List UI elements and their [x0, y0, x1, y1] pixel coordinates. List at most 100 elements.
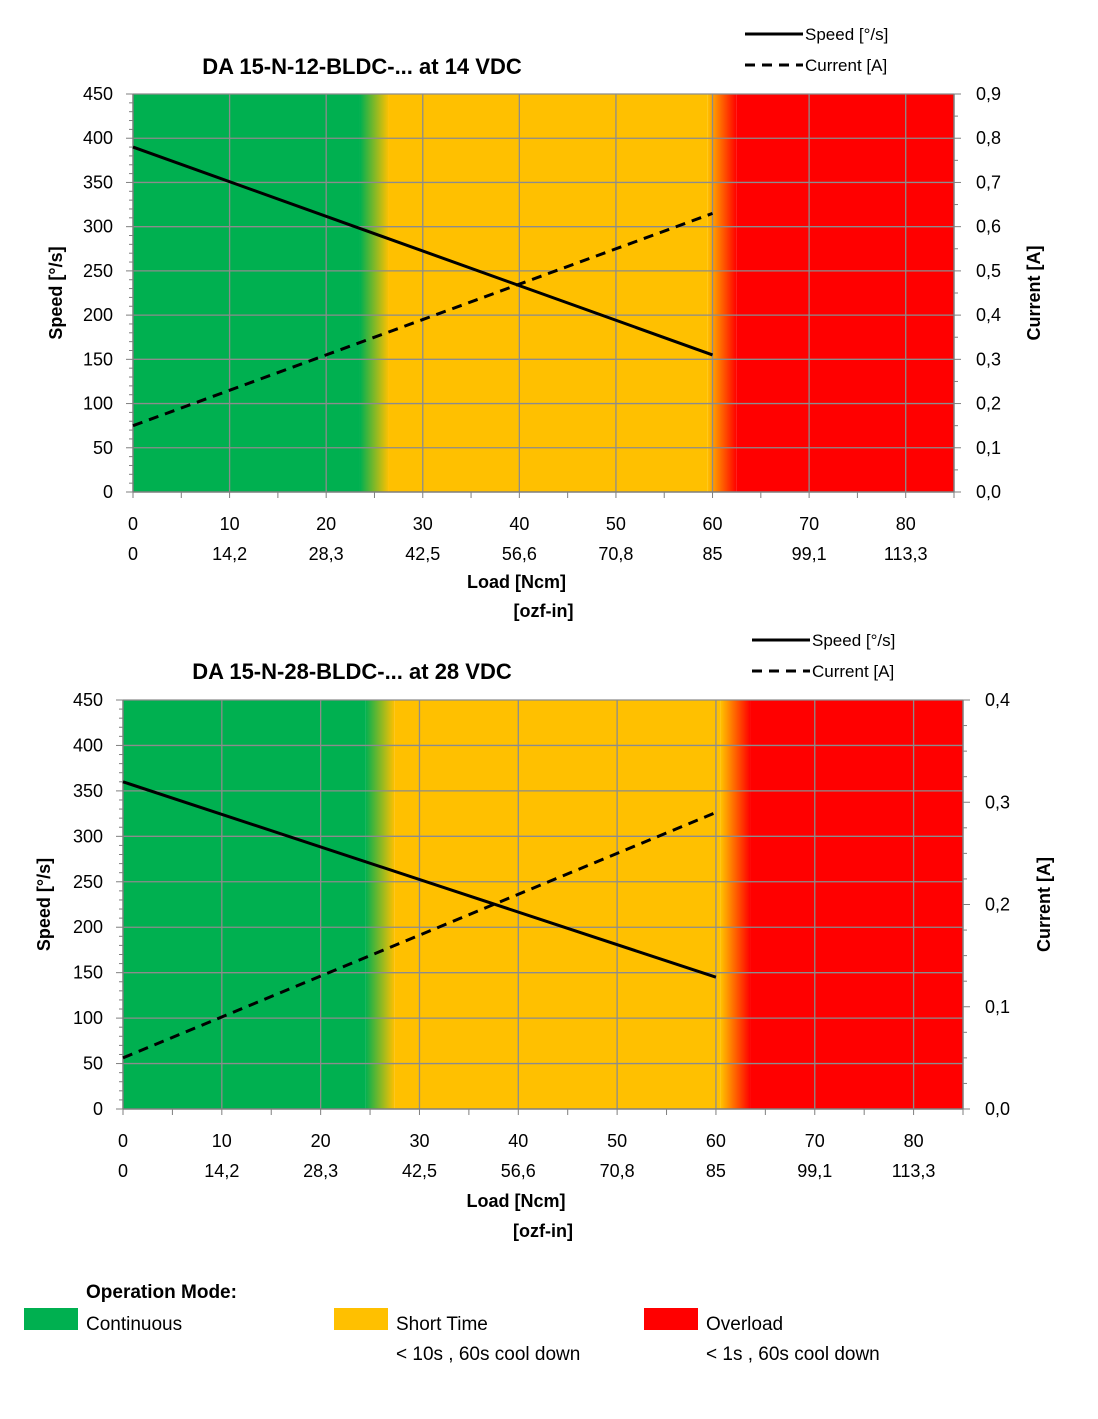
y-tick-label: 50	[93, 438, 113, 458]
legend-current-label: Current [A]	[805, 56, 887, 75]
chart-title: DA 15-N-12-BLDC-... at 14 VDC	[202, 54, 522, 79]
x-tick-label: 40	[508, 1131, 528, 1151]
y2-tick-label: 0,7	[976, 172, 1001, 192]
x-tick-label: 80	[904, 1131, 924, 1151]
zone-transition	[720, 700, 751, 1109]
overload-detail: < 1s , 60s cool down	[706, 1344, 880, 1365]
x2-tick-label: 0	[128, 544, 138, 564]
x2-axis-label: [ozf-in]	[513, 1221, 573, 1241]
x2-tick-label: 70,8	[598, 544, 633, 564]
x2-tick-label: 14,2	[212, 544, 247, 564]
zone-overload	[750, 700, 963, 1109]
y-axis-label: Speed [°/s]	[46, 246, 66, 339]
y2-tick-label: 0,5	[976, 261, 1001, 281]
x-tick-label: 20	[311, 1131, 331, 1151]
x-tick-label: 20	[316, 514, 336, 534]
x-tick-label: 70	[799, 514, 819, 534]
zone-short-time	[394, 700, 721, 1109]
x2-tick-label: 99,1	[792, 544, 827, 564]
y-tick-label: 450	[83, 84, 113, 104]
x-tick-label: 0	[128, 514, 138, 534]
y-tick-label: 0	[93, 1099, 103, 1119]
x-tick-label: 10	[220, 514, 240, 534]
x2-tick-label: 0	[118, 1161, 128, 1181]
x2-tick-label: 99,1	[797, 1161, 832, 1181]
x2-tick-label: 42,5	[405, 544, 440, 564]
y2-tick-label: 0,0	[985, 1099, 1010, 1119]
y-tick-label: 300	[73, 826, 103, 846]
y-tick-label: 100	[83, 394, 113, 414]
x-tick-label: 70	[805, 1131, 825, 1151]
charts-canvas: 0501001502002503003504004500,00,10,20,30…	[34, 25, 1054, 1241]
y2-axis-label: Current [A]	[1024, 246, 1044, 341]
y2-tick-label: 0,8	[976, 128, 1001, 148]
y-tick-label: 300	[83, 217, 113, 237]
x2-tick-label: 113,3	[884, 544, 928, 564]
y-tick-label: 200	[73, 917, 103, 937]
x2-tick-label: 28,3	[303, 1161, 338, 1181]
overload-swatch	[644, 1308, 698, 1330]
overload-label: Overload	[706, 1314, 784, 1335]
zone-continuous	[123, 700, 366, 1109]
y2-tick-label: 0,0	[976, 482, 1001, 502]
y-tick-label: 250	[83, 261, 113, 281]
x2-tick-label: 56,6	[501, 1161, 536, 1181]
y-tick-label: 200	[83, 305, 113, 325]
x2-tick-label: 85	[706, 1161, 726, 1181]
speed-line	[122, 780, 717, 979]
x-axis-label: Load [Ncm]	[467, 572, 566, 592]
zone-short-time	[388, 94, 708, 492]
y2-tick-label: 0,2	[985, 895, 1010, 915]
y-tick-label: 100	[73, 1008, 103, 1028]
x-tick-label: 10	[212, 1131, 232, 1151]
y2-tick-label: 0,1	[976, 438, 1001, 458]
short-time-detail: < 10s , 60s cool down	[396, 1344, 581, 1365]
x2-tick-label: 70,8	[600, 1161, 635, 1181]
x-tick-label: 50	[607, 1131, 627, 1151]
y-tick-label: 150	[73, 963, 103, 983]
x-tick-label: 80	[896, 514, 916, 534]
y-axis-label: Speed [°/s]	[34, 858, 54, 951]
short-time-label: Short Time	[396, 1314, 488, 1335]
x-tick-label: 60	[703, 514, 723, 534]
x2-axis-label: [ozf-in]	[514, 601, 574, 621]
y-tick-label: 0	[103, 482, 113, 502]
continuous-label: Continuous	[86, 1314, 183, 1335]
y2-tick-label: 0,3	[985, 792, 1010, 812]
chart-title: DA 15-N-28-BLDC-... at 28 VDC	[192, 659, 512, 684]
y-tick-label: 50	[83, 1054, 103, 1074]
current-line	[132, 211, 714, 428]
speed-line	[132, 145, 714, 357]
y-tick-label: 400	[83, 128, 113, 148]
y2-tick-label: 0,4	[976, 305, 1001, 325]
y2-tick-label: 0,6	[976, 217, 1001, 237]
legend-current-label: Current [A]	[812, 662, 894, 681]
y2-tick-label: 0,3	[976, 349, 1001, 369]
y-tick-label: 400	[73, 735, 103, 755]
legend-speed-label: Speed [°/s]	[812, 631, 895, 650]
x-tick-label: 50	[606, 514, 626, 534]
y2-tick-label: 0,1	[985, 997, 1010, 1017]
y-tick-label: 350	[83, 172, 113, 192]
x2-tick-label: 28,3	[309, 544, 344, 564]
zone-transition	[359, 94, 389, 492]
x2-tick-label: 85	[703, 544, 723, 564]
legend-speed-label: Speed [°/s]	[805, 25, 888, 44]
x-tick-label: 30	[409, 1131, 429, 1151]
y2-tick-label: 0,9	[976, 84, 1001, 104]
x2-tick-label: 113,3	[892, 1161, 936, 1181]
x2-tick-label: 56,6	[502, 544, 537, 564]
y-tick-label: 350	[73, 781, 103, 801]
x2-tick-label: 42,5	[402, 1161, 437, 1181]
y2-tick-label: 0,2	[976, 394, 1001, 414]
zone-transition	[365, 700, 395, 1109]
current-line	[122, 811, 717, 1060]
chart-bottom: 0501001502002503003504004500,00,10,20,30…	[34, 631, 1054, 1241]
x-tick-label: 0	[118, 1131, 128, 1151]
x-tick-label: 40	[509, 514, 529, 534]
operation-mode-legend: Operation Mode: Continuous Short Time < …	[0, 1280, 1098, 1400]
x-tick-label: 30	[413, 514, 433, 534]
y-tick-label: 250	[73, 872, 103, 892]
short-time-swatch	[334, 1308, 388, 1330]
operation-mode-heading: Operation Mode:	[86, 1282, 237, 1303]
